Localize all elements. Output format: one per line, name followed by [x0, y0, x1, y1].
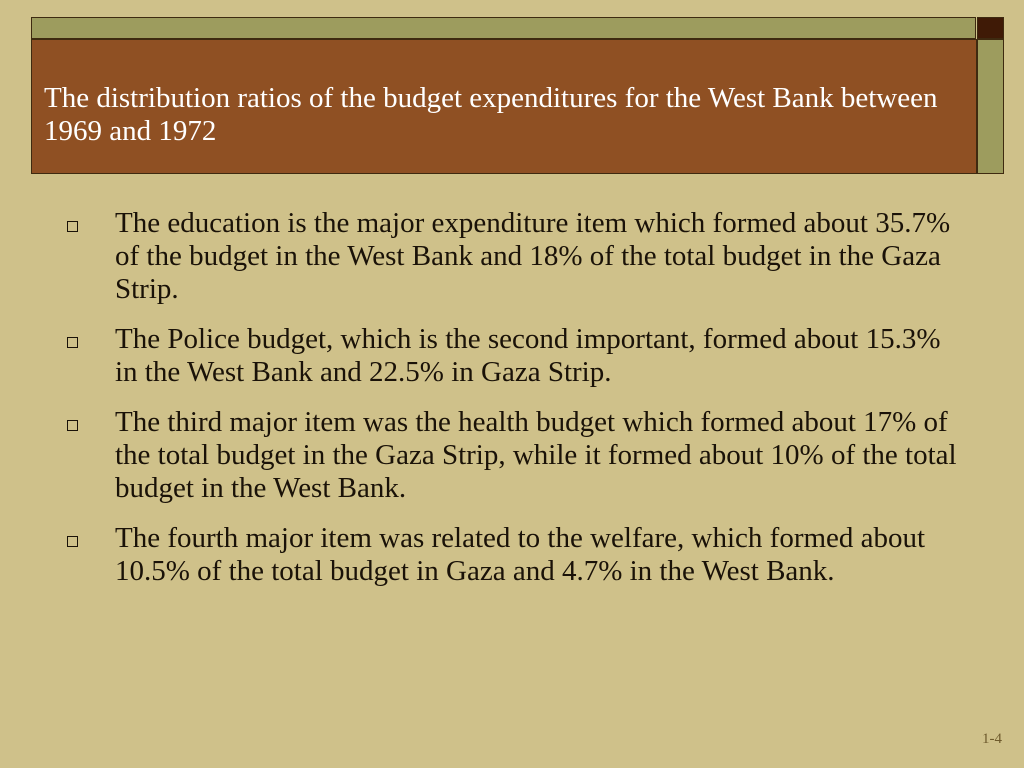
- slide-title: The distribution ratios of the budget ex…: [44, 82, 938, 147]
- hollow-square-bullet-icon: [67, 337, 78, 348]
- top-decorative-strip: [31, 17, 976, 39]
- bullet-text: The fourth major item was related to the…: [115, 522, 926, 587]
- bullet-text: The third major item was the health budg…: [115, 406, 957, 504]
- bullet-item: The Police budget, which is the second i…: [64, 323, 964, 389]
- hollow-square-bullet-icon: [67, 536, 78, 547]
- bullet-item: The fourth major item was related to the…: [64, 522, 964, 588]
- bullet-item: The education is the major expenditure i…: [64, 207, 964, 306]
- corner-decorative-square: [977, 17, 1004, 39]
- bullet-item: The third major item was the health budg…: [64, 406, 964, 505]
- title-bar: The distribution ratios of the budget ex…: [31, 39, 977, 174]
- bullet-text: The education is the major expenditure i…: [115, 207, 951, 305]
- hollow-square-bullet-icon: [67, 420, 78, 431]
- bullet-text: The Police budget, which is the second i…: [115, 323, 941, 388]
- bullet-list: The education is the major expenditure i…: [64, 207, 964, 605]
- side-decorative-bar: [977, 39, 1004, 174]
- slide-number: 1-4: [982, 731, 1002, 747]
- hollow-square-bullet-icon: [67, 221, 78, 232]
